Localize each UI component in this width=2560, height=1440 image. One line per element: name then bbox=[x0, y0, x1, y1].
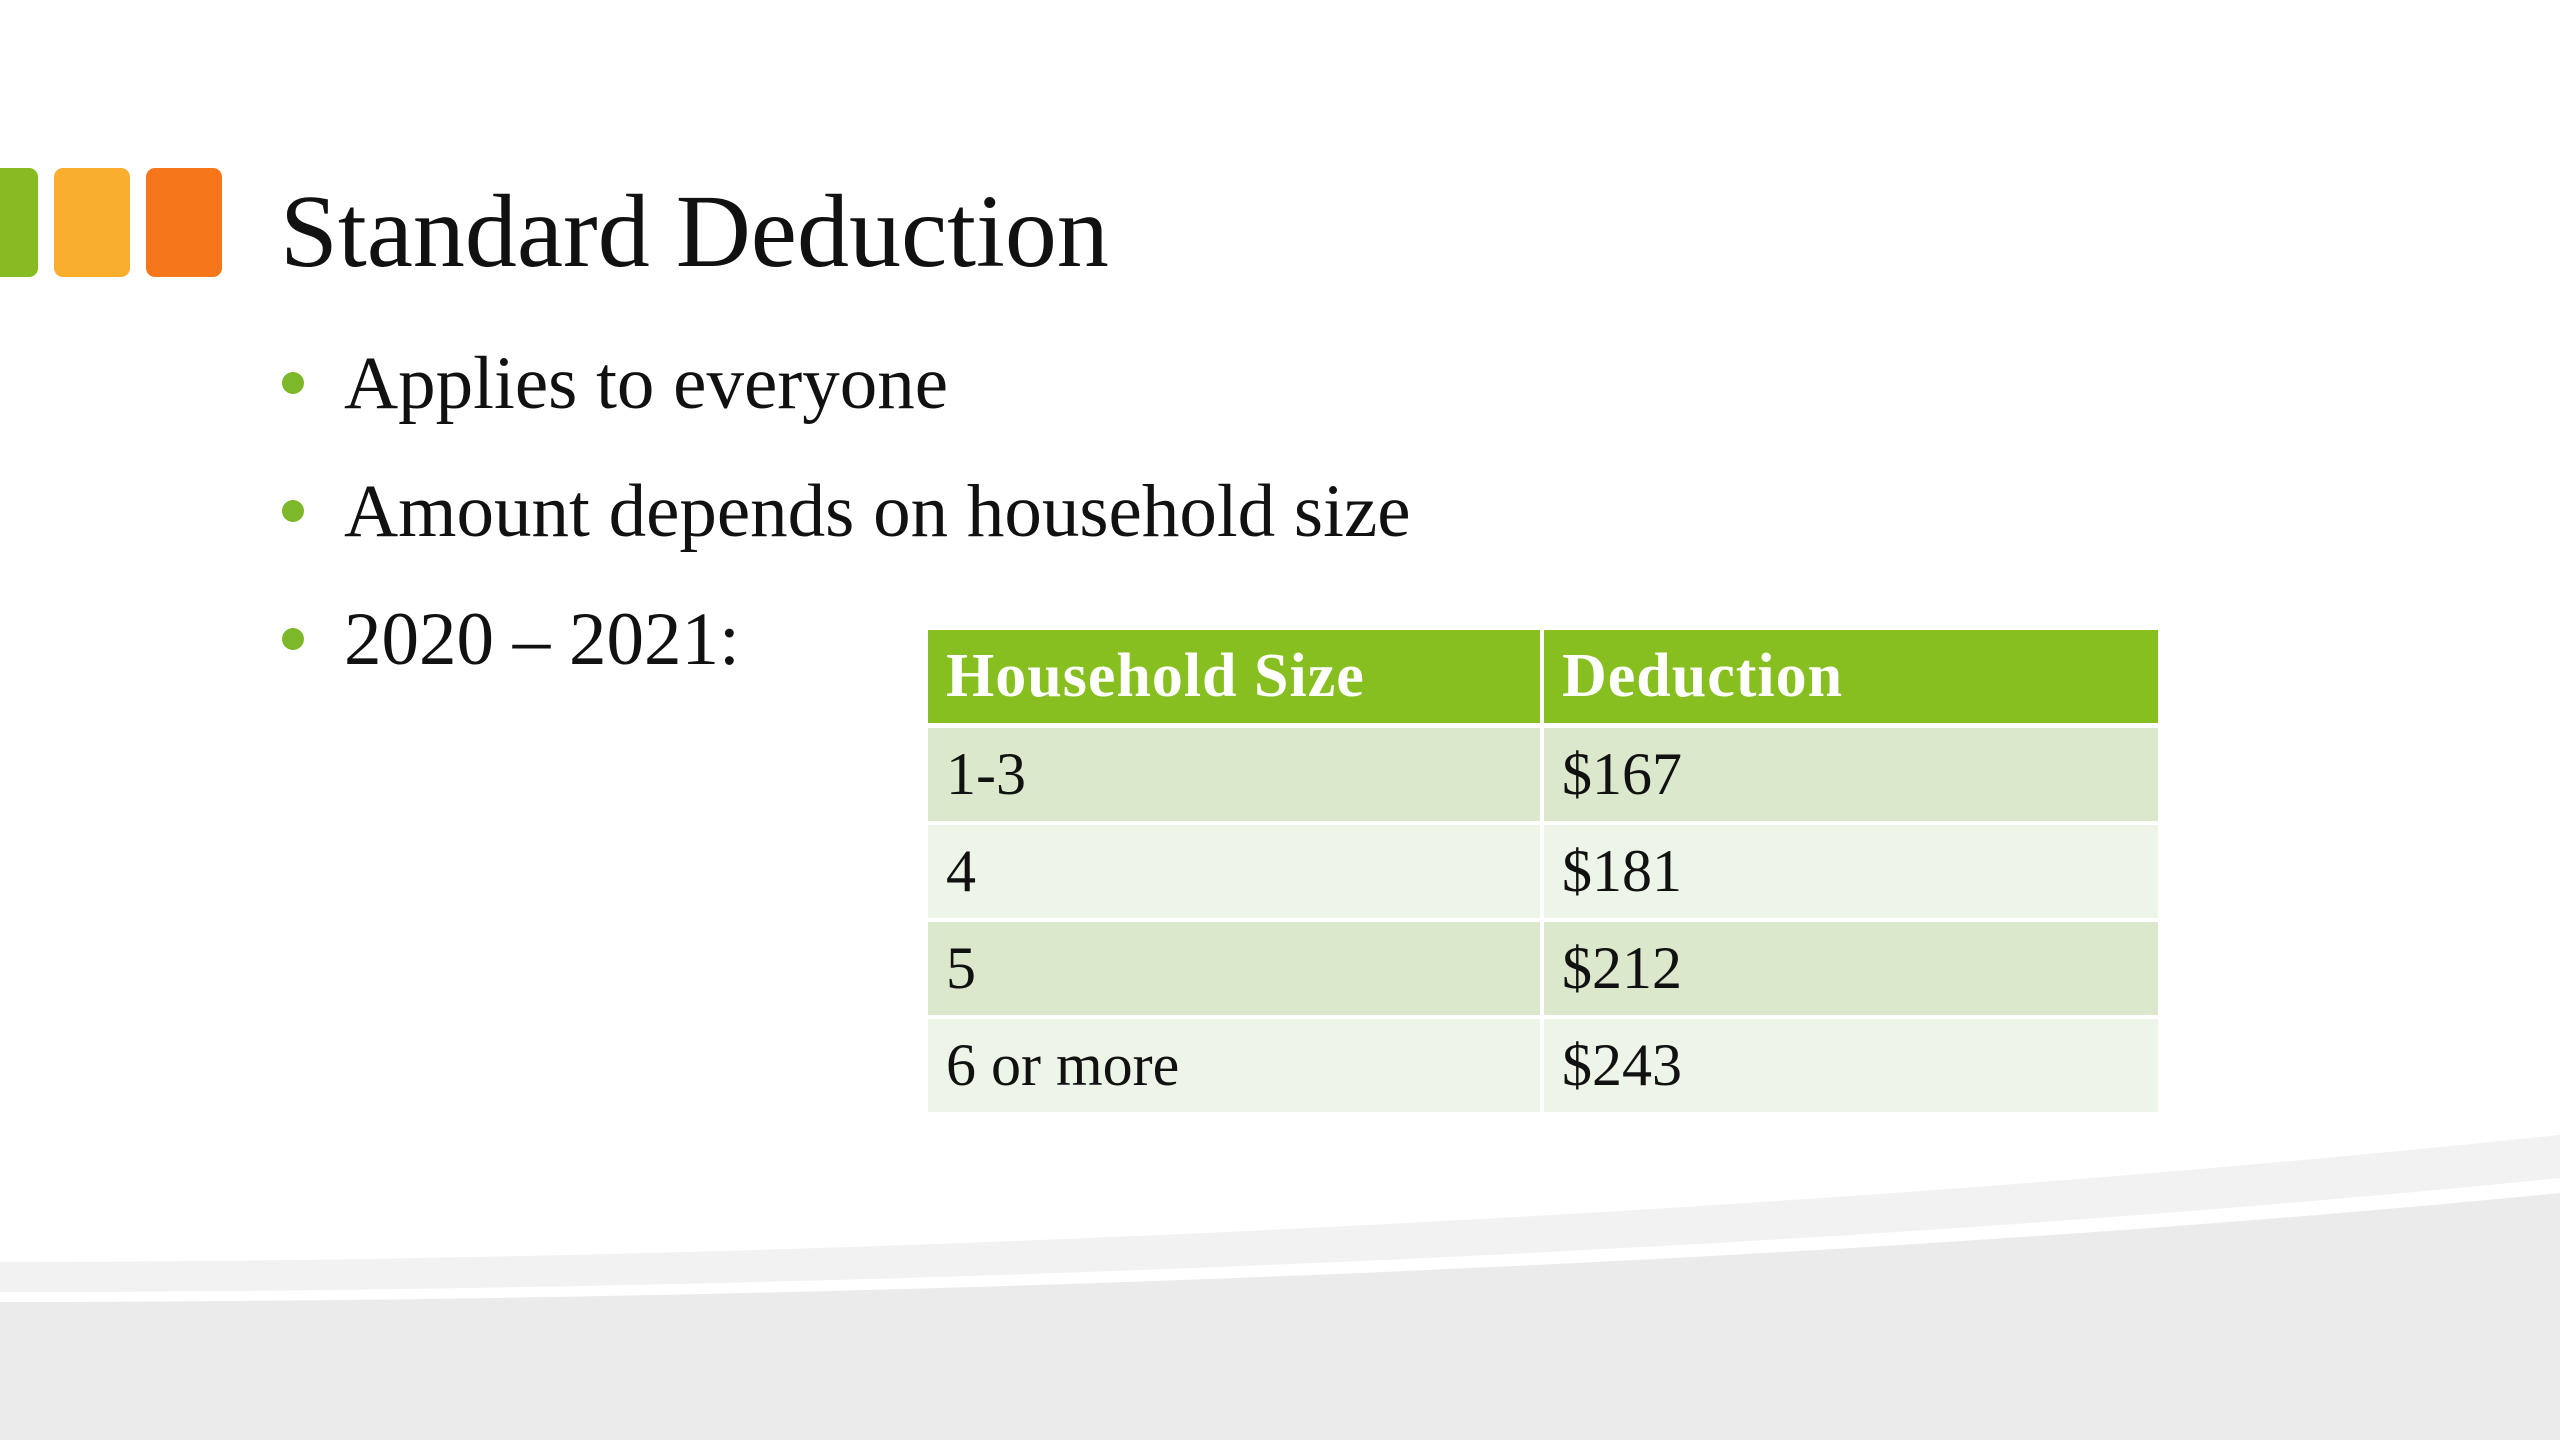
cell-deduction: $212 bbox=[1542, 920, 2158, 1019]
bullet-item: 2020 – 2021: bbox=[280, 590, 1411, 718]
cell-household-size: 5 bbox=[928, 920, 1544, 1019]
cell-household-size: 4 bbox=[928, 823, 1544, 922]
deduction-table-container: Household Size Deduction 1-3 $167 4 $181… bbox=[928, 630, 2158, 1116]
bullet-item: Applies to everyone bbox=[280, 334, 1411, 462]
accent-square-green bbox=[0, 168, 38, 277]
cell-deduction: $243 bbox=[1542, 1017, 2158, 1116]
accent-square-yellow bbox=[54, 168, 130, 277]
cell-deduction: $167 bbox=[1542, 725, 2158, 825]
table-row: 6 or more $243 bbox=[928, 1017, 2158, 1116]
bullet-text: Applies to everyone bbox=[344, 342, 948, 425]
bullet-dot-icon bbox=[282, 372, 304, 394]
header-household-size: Household Size bbox=[928, 630, 1544, 728]
table-header-row: Household Size Deduction bbox=[928, 630, 2158, 728]
header-deduction: Deduction bbox=[1542, 630, 2158, 728]
table-row: 5 $212 bbox=[928, 920, 2158, 1019]
bullet-text: Amount depends on household size bbox=[344, 470, 1411, 553]
bullet-item: Amount depends on household size bbox=[280, 462, 1411, 590]
deduction-table: Household Size Deduction 1-3 $167 4 $181… bbox=[928, 630, 2158, 1116]
cell-household-size: 1-3 bbox=[928, 725, 1544, 825]
bullet-list: Applies to everyone Amount depends on ho… bbox=[280, 334, 1411, 718]
cell-household-size: 6 or more bbox=[928, 1017, 1544, 1116]
bullet-dot-icon bbox=[282, 628, 304, 650]
table-row: 1-3 $167 bbox=[928, 725, 2158, 825]
slide-title: Standard Deduction bbox=[280, 174, 1109, 289]
bullet-text: 2020 – 2021: bbox=[344, 598, 740, 681]
accent-square-orange bbox=[146, 168, 222, 277]
bullet-dot-icon bbox=[282, 500, 304, 522]
table-row: 4 $181 bbox=[928, 823, 2158, 922]
cell-deduction: $181 bbox=[1542, 823, 2158, 922]
